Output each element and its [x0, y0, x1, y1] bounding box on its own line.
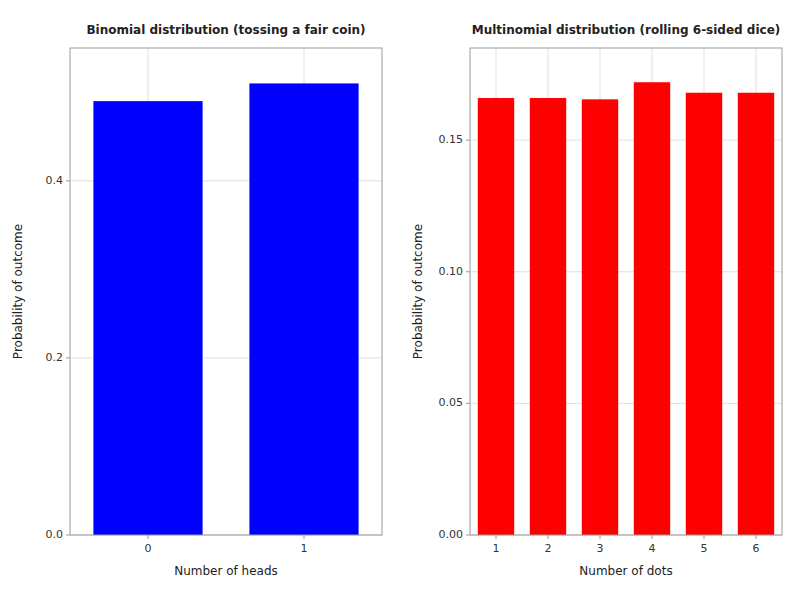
- panel: 0.0 0.2 0.4 0 1 Binomial distribution (tossin…: [11, 23, 383, 578]
- title: Multinomial distribution (rolling 6-side…: [472, 23, 781, 37]
- y-tick: [466, 535, 470, 536]
- bars: [478, 82, 774, 535]
- bar: [582, 99, 618, 535]
- x-tick-label: 1: [301, 542, 308, 555]
- y-tick-label: 0.10: [439, 265, 464, 278]
- y-tick: [66, 180, 70, 181]
- bars: [93, 83, 358, 535]
- y-grid-line: [470, 140, 782, 141]
- x-tick: [148, 535, 149, 539]
- x-tick-label: 6: [753, 542, 760, 555]
- y-tick: [466, 271, 470, 272]
- title: Binomial distribution (tossing a fair co…: [86, 23, 365, 37]
- x-tick-label: 4: [649, 542, 656, 555]
- bar: [249, 83, 358, 535]
- y-tick: [66, 535, 70, 536]
- bar: [738, 93, 774, 535]
- bar: [530, 98, 566, 535]
- y-tick: [466, 140, 470, 141]
- x-tick-label: 2: [545, 542, 552, 555]
- bar: [686, 93, 722, 535]
- plot-frame: [70, 48, 382, 535]
- y-tick: [466, 403, 470, 404]
- bar: [634, 82, 670, 535]
- x-tick: [496, 535, 497, 539]
- x-tick: [600, 535, 601, 539]
- x-tick: [704, 535, 705, 539]
- y-tick: [66, 357, 70, 358]
- x-tick: [756, 535, 757, 539]
- y-tick-label: 0.15: [439, 133, 464, 146]
- y-tick-label: 0.05: [439, 396, 464, 409]
- plot-frame: [470, 48, 782, 535]
- y-tick-label: 0.4: [46, 174, 64, 187]
- x-tick-label: 0: [145, 542, 152, 555]
- y-grid-line: [470, 403, 782, 404]
- x-tick: [652, 535, 653, 539]
- y-tick-label: 0.2: [46, 351, 64, 364]
- x-tick-label: 5: [701, 542, 708, 555]
- y-grid-line: [470, 271, 782, 272]
- x-tick-label: 1: [493, 542, 500, 555]
- chart-root: 0.0 0.2 0.4 0 1 Binomial distribution (tossin…: [0, 0, 800, 600]
- y-axis-label: Probability of outcome: [411, 224, 425, 359]
- x-tick-label: 3: [597, 542, 604, 555]
- x-axis-label: Number of dots: [579, 564, 672, 578]
- x-tick: [548, 535, 549, 539]
- panel: 0.00 0.05 0.10 0.15 1 2 3 4 5 6 Multinomial distri…: [411, 23, 783, 578]
- bar: [93, 101, 202, 535]
- y-tick-label: 0.0: [46, 528, 64, 541]
- x-tick: [304, 535, 305, 539]
- y-tick-label: 0.00: [439, 528, 464, 541]
- chart-svg: 0.0 0.2 0.4 0 1 Binomial distribution (tossin…: [0, 0, 800, 600]
- bar: [478, 98, 514, 535]
- x-axis-label: Number of heads: [174, 564, 278, 578]
- y-axis-label: Probability of outcome: [11, 224, 25, 359]
